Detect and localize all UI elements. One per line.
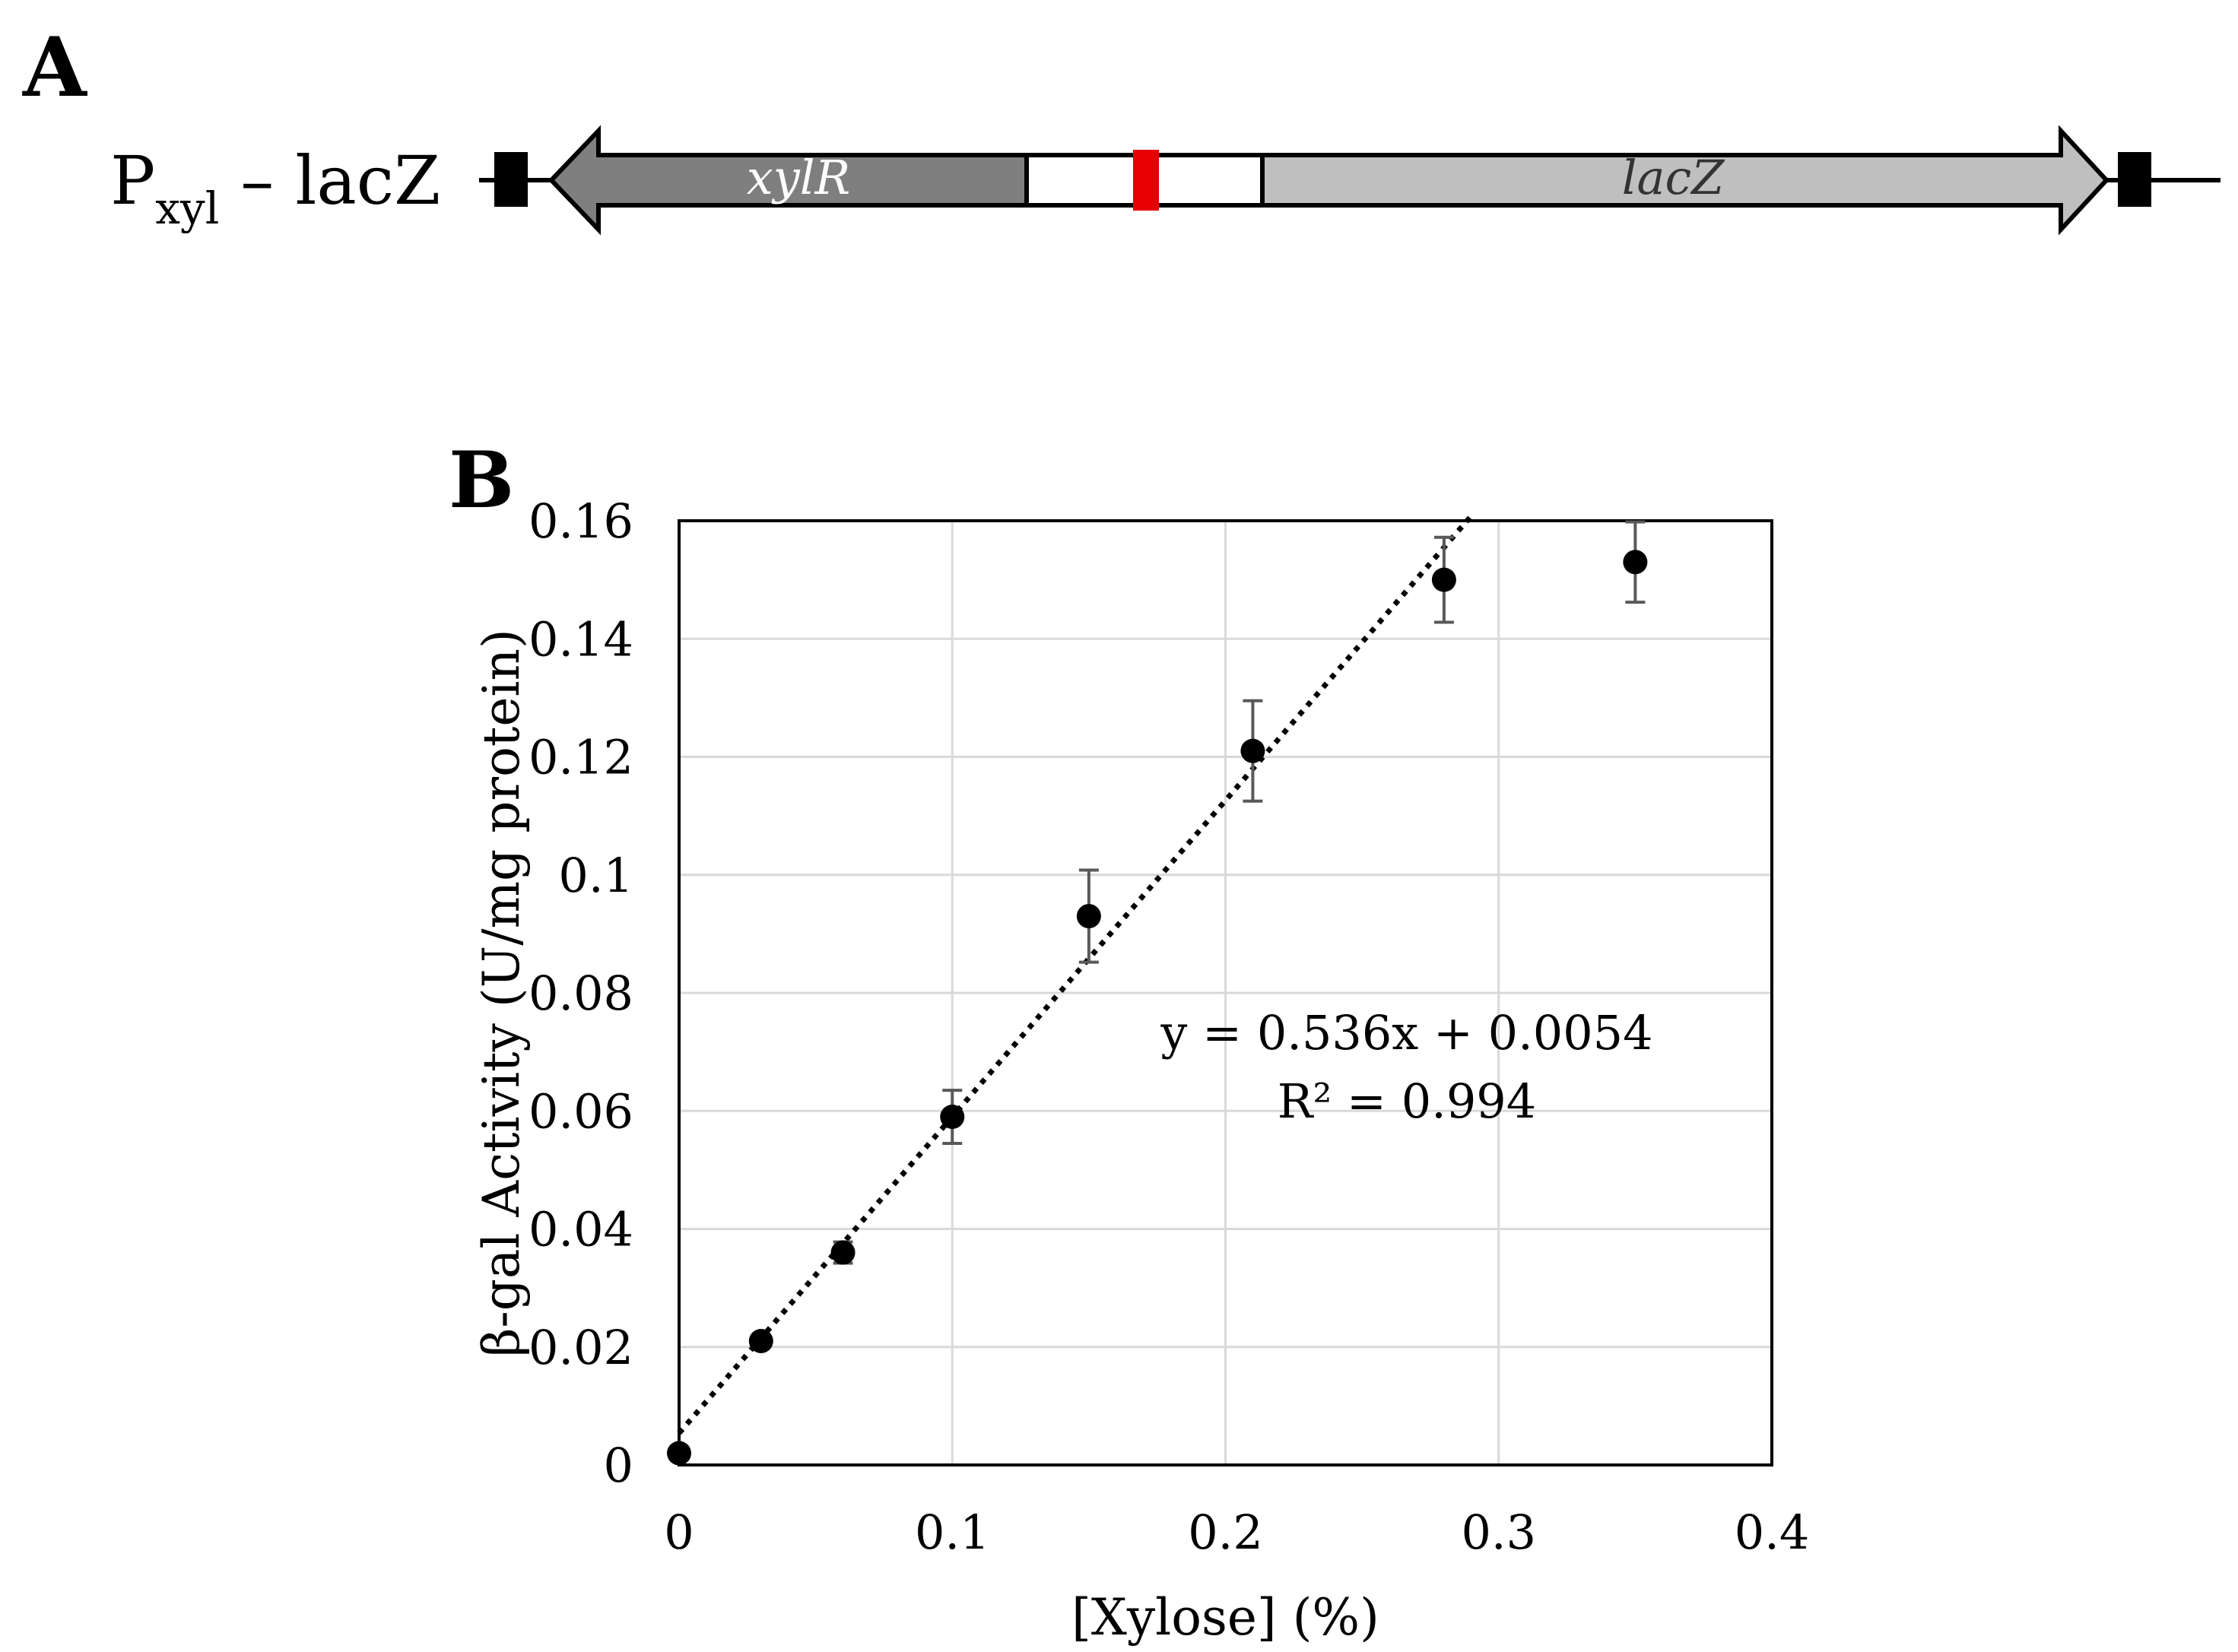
lacz-gene-label: lacZ bbox=[1622, 150, 1725, 205]
data-points bbox=[667, 550, 1648, 1466]
plot-area-frame bbox=[678, 519, 1773, 1467]
panel-a-label: A bbox=[22, 20, 88, 116]
data-point bbox=[1076, 904, 1101, 929]
error-bars bbox=[751, 520, 1646, 1348]
data-point bbox=[1240, 738, 1265, 763]
trendline-equation: y = 0.536x + 0.0054 bbox=[1160, 1005, 1652, 1061]
data-point bbox=[830, 1240, 856, 1265]
y-tick-label: 0.14 bbox=[529, 611, 633, 667]
x-tick-label: 0 bbox=[664, 1505, 694, 1560]
data-point bbox=[748, 1328, 773, 1353]
y-tick-label: 0.12 bbox=[529, 730, 633, 785]
xylr-gene-label: xylR bbox=[747, 150, 851, 205]
y-tick-label: 0.08 bbox=[529, 966, 633, 1021]
construct-label-subscript: xyl bbox=[155, 182, 219, 234]
xyl-promoter-mark bbox=[1133, 150, 1159, 211]
x-tick-label: 0.2 bbox=[1188, 1505, 1263, 1560]
data-point bbox=[1431, 567, 1456, 592]
terminator-left bbox=[494, 152, 528, 207]
panel-b-label: B bbox=[449, 435, 514, 526]
y-axis-title: β-gal Activity (U/mg protein) bbox=[472, 629, 531, 1356]
r-squared-label: R² = 0.994 bbox=[1278, 1073, 1536, 1129]
y-tick-label: 0.16 bbox=[529, 493, 633, 549]
construct-label-main: P bbox=[110, 141, 155, 220]
data-point bbox=[940, 1105, 965, 1130]
x-tick-label: 0.4 bbox=[1735, 1505, 1810, 1560]
scatter-chart: 0 0.1 0.2 0.3 0.4 0 0.02 0.04 0.06 0.08 0.1 0.12 0.… bbox=[472, 493, 1809, 1647]
construct-label: Pxyl – lacZ bbox=[110, 141, 440, 234]
x-tick-label: 0.1 bbox=[915, 1505, 990, 1560]
y-tick-label: 0.06 bbox=[529, 1083, 633, 1139]
data-point bbox=[667, 1441, 691, 1466]
x-tick-label: 0.3 bbox=[1461, 1505, 1536, 1560]
y-tick-label: 0.04 bbox=[529, 1202, 633, 1257]
y-tick-labels: 0 0.02 0.04 0.06 0.08 0.1 0.12 0.14 0.16 bbox=[529, 493, 633, 1493]
y-gridlines bbox=[679, 637, 1772, 1349]
x-tick-labels: 0 0.1 0.2 0.3 0.4 bbox=[664, 1505, 1809, 1560]
y-tick-label: 0 bbox=[604, 1438, 633, 1493]
construct-label-rest: – lacZ bbox=[219, 141, 440, 220]
terminator-right bbox=[2118, 152, 2151, 207]
data-point bbox=[1623, 550, 1648, 575]
linear-trendline bbox=[677, 514, 1474, 1435]
x-axis-title: [Xylose] (%) bbox=[1071, 1588, 1379, 1647]
y-tick-label: 0.02 bbox=[529, 1320, 633, 1375]
y-tick-label: 0.1 bbox=[558, 848, 633, 903]
lacz-gene-arrow bbox=[1260, 125, 2110, 236]
